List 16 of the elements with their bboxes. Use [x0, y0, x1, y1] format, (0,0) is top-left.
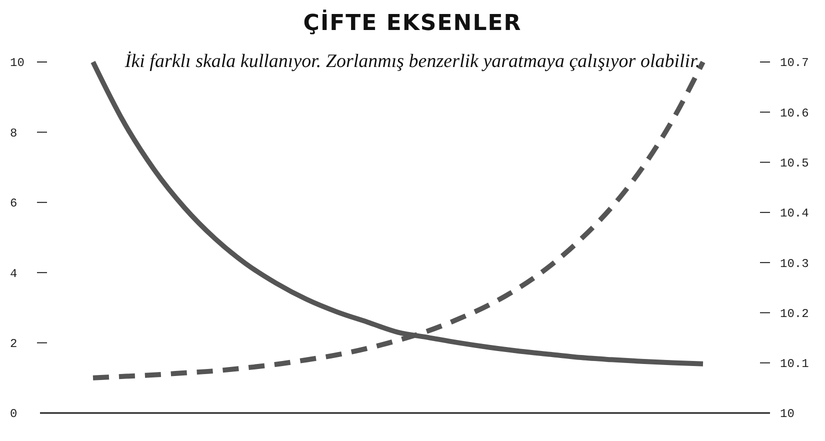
chart-title: ÇİFTE EKSENLER [303, 9, 522, 36]
y2-tick-label: 10.5 [780, 156, 809, 170]
y2-tick-label: 10.3 [780, 256, 809, 271]
y2-tick-label: 10 [780, 407, 794, 422]
y-tick-label: 8 [10, 126, 18, 140]
y2-tick-label: 10.1 [780, 357, 809, 372]
y-tick-label: 10 [10, 56, 24, 70]
y2-tick-label: 10.7 [780, 56, 809, 70]
y2-tick-label: 10.6 [780, 106, 809, 120]
y-tick-label: 4 [10, 266, 18, 281]
y-tick-label: 2 [10, 337, 18, 351]
y2-tick-label: 10.2 [780, 306, 809, 321]
chart-subtitle: İki farklı skala kullanıyor. Zorlanmış benzerlik yaratmaya çalışıyor olabilir. [124, 51, 700, 72]
y2-tick-label: 10.4 [780, 206, 809, 221]
y-tick-label: 0 [10, 407, 18, 422]
y-tick-label: 6 [10, 196, 18, 211]
